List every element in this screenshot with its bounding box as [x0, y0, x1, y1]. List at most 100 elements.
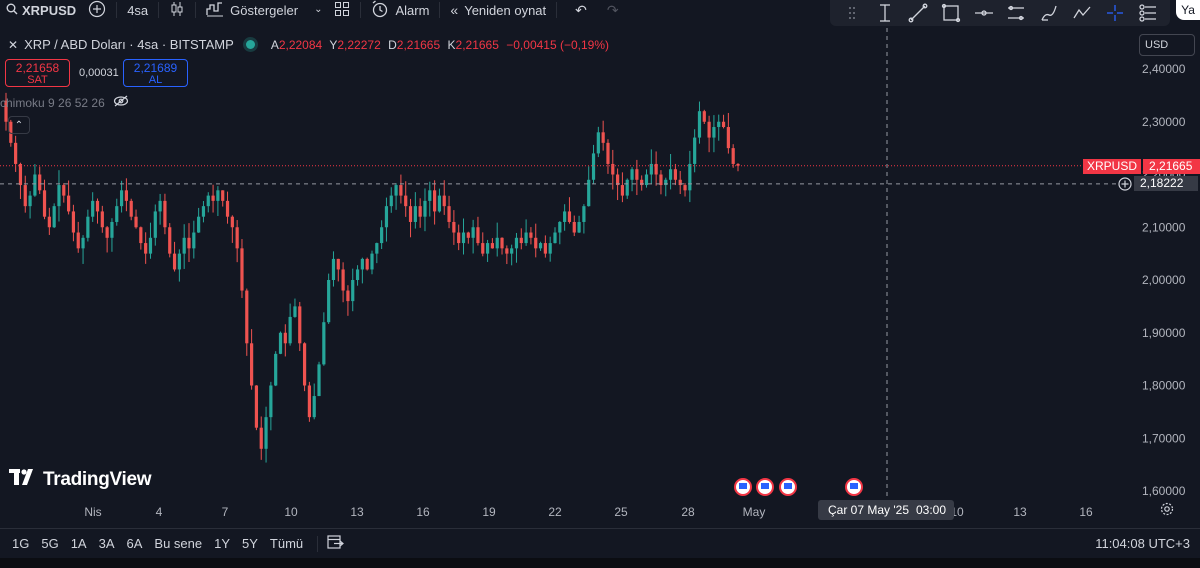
candle-body: [418, 206, 422, 217]
redo-icon: ↷: [606, 2, 619, 18]
range-button[interactable]: Bu sene: [154, 535, 203, 551]
candle-body: [192, 232, 196, 249]
text-cursor-tool-icon[interactable]: [873, 3, 897, 23]
crosshair-tool-icon[interactable]: [1103, 3, 1127, 23]
alarm-button[interactable]: Alarm: [365, 0, 435, 20]
compare-symbol-button[interactable]: [82, 0, 112, 20]
candle-body: [240, 248, 244, 291]
candle-body: [673, 169, 677, 180]
candle-body: [148, 237, 153, 254]
chevron-down-icon[interactable]: ⌄: [314, 4, 323, 15]
candle-body: [380, 227, 384, 244]
buy-button[interactable]: 2,21689 AL: [123, 59, 188, 87]
price-tick-label: 2,00000: [1142, 273, 1186, 287]
range-button[interactable]: 1A: [70, 535, 87, 551]
candle-body: [726, 127, 730, 149]
candle-body: [283, 332, 287, 344]
candle-body: [423, 200, 427, 217]
candle-body: [134, 216, 138, 228]
layouts-button[interactable]: [328, 0, 356, 20]
range-button[interactable]: 3A: [98, 535, 115, 551]
candle-body: [245, 290, 249, 344]
candle-body: [172, 253, 177, 270]
candle-body: [442, 195, 446, 207]
candle-body: [293, 306, 297, 317]
replay-button[interactable]: « Yeniden oynat: [444, 0, 552, 20]
candle-body: [529, 232, 533, 238]
sell-button[interactable]: 2,21658 SAT: [5, 59, 70, 87]
range-button[interactable]: 1G: [12, 535, 30, 551]
candle-body: [654, 163, 658, 175]
chart-type-button[interactable]: [163, 0, 191, 20]
candle-body: [274, 353, 278, 386]
redo-button[interactable]: ↷: [601, 0, 625, 20]
candle-body: [269, 385, 273, 418]
collapse-legend-icon[interactable]: ✕: [8, 37, 19, 52]
object-tree-icon[interactable]: [1136, 3, 1160, 23]
candle-body: [235, 227, 239, 249]
crosshair-date: Çar 07 May '25: [828, 503, 909, 517]
candle-body: [577, 221, 581, 233]
publish-button[interactable]: Ya: [1176, 0, 1200, 20]
range-button[interactable]: 5Y: [242, 535, 258, 551]
price-tick-label: 1,80000: [1142, 379, 1186, 393]
range-button[interactable]: Tümü: [269, 535, 304, 551]
range-button[interactable]: 6A: [126, 535, 143, 551]
parallel-channel-tool-icon[interactable]: [1004, 3, 1028, 23]
symbol-title[interactable]: XRP / ABD Doları · 4sa · BITSTAMP: [24, 37, 234, 52]
open-value: 2,22084: [278, 37, 323, 52]
candle-body: [664, 179, 668, 186]
add-alert-plus-icon[interactable]: [1116, 176, 1134, 191]
spread-value: 0,00031: [79, 67, 119, 79]
undo-button[interactable]: ↶: [561, 0, 601, 20]
currency-select[interactable]: USD: [1139, 34, 1195, 56]
candle-body: [375, 243, 379, 254]
candle-body: [640, 179, 644, 186]
interval-button[interactable]: 4sa: [127, 2, 149, 18]
candle-body: [389, 195, 393, 207]
candle-body: [76, 232, 80, 249]
indicators-button[interactable]: Göstergeler ⌄: [200, 0, 328, 20]
candle-body: [360, 258, 364, 270]
candle-body: [510, 248, 514, 254]
eye-hidden-icon[interactable]: [113, 95, 129, 110]
chart-settings-button[interactable]: [1158, 502, 1176, 520]
candle-body: [384, 206, 389, 228]
candle-body: [712, 127, 716, 138]
ohlc-values: A2,22084 Y2,22272 D2,21665 K2,21665 −0,0…: [271, 38, 613, 52]
price-tick-label: 2,40000: [1142, 62, 1186, 76]
clock-timezone[interactable]: 11:04:08 UTC+3: [1095, 536, 1190, 551]
range-button[interactable]: 1Y: [214, 535, 231, 551]
candle-body: [616, 174, 620, 186]
candle-body: [630, 169, 634, 180]
range-button[interactable]: 5G: [41, 535, 59, 551]
candle-body: [71, 211, 76, 233]
candle-body: [490, 243, 494, 249]
indicator-legend[interactable]: chimoku 9 26 52 26: [0, 95, 129, 110]
drag-handle-icon[interactable]: [840, 3, 864, 23]
go-to-date-button[interactable]: [326, 533, 345, 554]
candle-body: [81, 237, 85, 249]
market-status-dot[interactable]: [245, 40, 255, 49]
horizontal-line-tool-icon[interactable]: [972, 3, 996, 23]
divider: [195, 2, 197, 18]
candle-body: [254, 385, 259, 428]
candle-body: [408, 206, 413, 222]
candle-body: [119, 190, 124, 207]
candle-body: [317, 364, 321, 397]
chart-pane[interactable]: 2,40000 2,30000 2,20000 2,10000 2,00000 1,900…: [0, 28, 1200, 525]
price-tick-label: 2,10000: [1142, 220, 1186, 234]
candle-body: [144, 243, 148, 254]
rectangle-tool-icon[interactable]: [939, 3, 963, 23]
candlestick-chart[interactable]: 2,400002,300002,200002,100002,000001,900…: [0, 28, 1200, 525]
candle-body: [288, 316, 292, 344]
search-icon: [6, 3, 18, 17]
brush-tool-icon[interactable]: [1037, 3, 1061, 23]
candle-body: [278, 332, 283, 354]
candles-icon: [169, 1, 185, 20]
pattern-tool-icon[interactable]: [1070, 3, 1094, 23]
collapse-indicators-button[interactable]: ⌃: [8, 116, 30, 134]
change-value: −0,00415 (−0,19%): [506, 37, 609, 52]
trend-line-tool-icon[interactable]: [906, 3, 930, 23]
symbol-search-button[interactable]: XRPUSD: [0, 0, 82, 20]
